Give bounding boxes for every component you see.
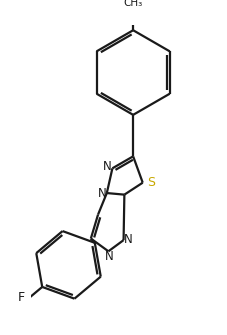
Text: F: F <box>18 291 25 304</box>
Text: N: N <box>123 233 132 246</box>
Text: N: N <box>97 187 106 200</box>
Text: N: N <box>104 250 113 263</box>
Text: CH₃: CH₃ <box>123 0 142 8</box>
Text: N: N <box>103 160 111 173</box>
Text: S: S <box>147 176 155 189</box>
